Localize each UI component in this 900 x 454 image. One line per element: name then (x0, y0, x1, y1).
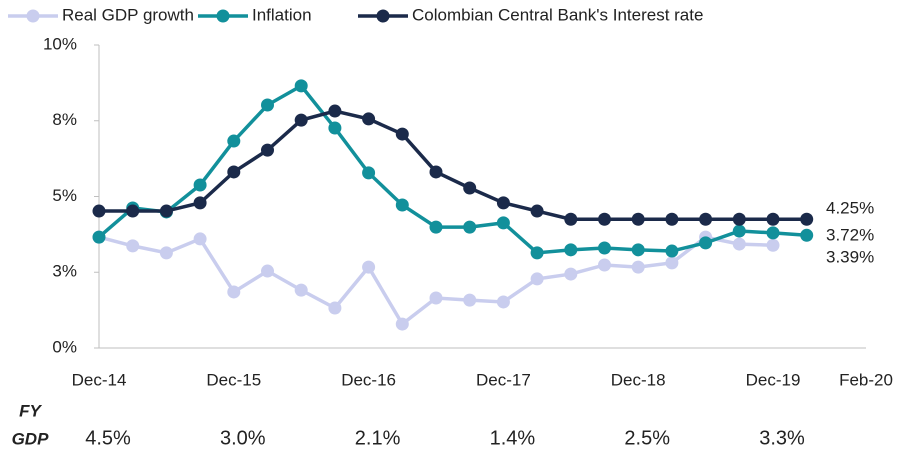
data-point (159, 246, 173, 260)
data-point (362, 112, 376, 126)
data-point (631, 260, 645, 274)
data-point (564, 212, 578, 226)
data-point (530, 246, 544, 260)
fy-gdp-value: 2.1% (355, 427, 401, 449)
data-point (496, 216, 510, 230)
data-point (463, 181, 477, 195)
data-point (193, 196, 207, 210)
data-point (362, 166, 376, 180)
data-point (328, 104, 342, 118)
data-point (159, 204, 173, 218)
data-point (294, 79, 308, 93)
x-tick-label: Dec-15 (206, 370, 261, 389)
data-point (193, 178, 207, 192)
x-tick-label: Dec-19 (746, 370, 801, 389)
data-point (261, 143, 274, 157)
data-point (294, 283, 308, 297)
x-tick-label: Feb-20 (839, 370, 893, 389)
end-label: 4.25% (826, 198, 874, 217)
fy-label: FY (19, 401, 42, 420)
y-tick-label: 3% (52, 262, 77, 281)
legend-label: Colombian Central Bank's Interest rate (412, 5, 703, 24)
data-point (564, 243, 578, 257)
data-point (463, 220, 477, 234)
data-point (395, 127, 409, 141)
series-line (97, 83, 807, 255)
data-point (631, 212, 645, 226)
series-line (99, 109, 807, 221)
data-point (530, 204, 544, 218)
data-point (496, 295, 510, 309)
data-point (766, 238, 780, 252)
x-tick-label: Dec-14 (72, 370, 127, 389)
data-point (227, 165, 241, 179)
data-point (598, 241, 611, 255)
fy-gdp-value: 4.5% (85, 427, 131, 449)
data-point (564, 267, 578, 281)
fy-gdp-value: 1.4% (490, 427, 536, 449)
legend-marker (376, 9, 390, 23)
legend-marker (26, 9, 40, 23)
data-point (598, 212, 611, 226)
data-point (766, 212, 780, 226)
data-point (732, 237, 746, 251)
data-point (126, 239, 140, 253)
data-point (598, 258, 611, 272)
data-point (732, 224, 746, 238)
data-point (463, 293, 477, 307)
y-tick-label: 0% (52, 337, 77, 356)
data-point (766, 226, 780, 240)
data-point (92, 230, 106, 244)
data-point (429, 291, 443, 305)
end-label: 3.39% (826, 247, 874, 266)
legend-label: Inflation (252, 5, 312, 24)
fy-label: GDP (12, 429, 50, 448)
data-point (665, 244, 679, 258)
data-point (328, 121, 342, 135)
x-tick-label: Dec-16 (341, 370, 396, 389)
data-point (800, 228, 814, 242)
fy-gdp-value: 3.3% (759, 427, 805, 449)
data-point (530, 272, 544, 286)
data-point (227, 285, 241, 299)
x-tick-label: Dec-17 (476, 370, 531, 389)
data-point (92, 204, 106, 218)
data-point (496, 196, 510, 210)
y-tick-label: 5% (52, 186, 77, 205)
data-point (126, 204, 140, 218)
x-tick-label: Dec-18 (611, 370, 666, 389)
data-point (665, 212, 679, 226)
legend-label: Real GDP growth (62, 5, 194, 24)
y-tick-label: 8% (52, 110, 77, 129)
data-point (665, 256, 679, 270)
data-point (261, 98, 274, 112)
data-point (732, 212, 746, 226)
fy-gdp-value: 3.0% (220, 427, 266, 449)
data-point (362, 260, 376, 274)
data-point (699, 236, 713, 250)
data-point (395, 198, 409, 212)
data-point (395, 317, 409, 331)
fy-gdp-value: 2.5% (624, 427, 670, 449)
legend-marker (216, 9, 230, 23)
data-point (328, 301, 342, 315)
y-tick-label: 10% (43, 34, 77, 53)
data-point (193, 232, 207, 246)
data-point (699, 212, 713, 226)
data-point (261, 264, 274, 278)
data-point (429, 220, 443, 234)
data-point (631, 243, 645, 257)
data-point (227, 134, 241, 148)
data-point (294, 113, 308, 127)
end-label: 3.72% (826, 225, 874, 244)
data-point (429, 165, 443, 179)
data-point (800, 212, 814, 226)
